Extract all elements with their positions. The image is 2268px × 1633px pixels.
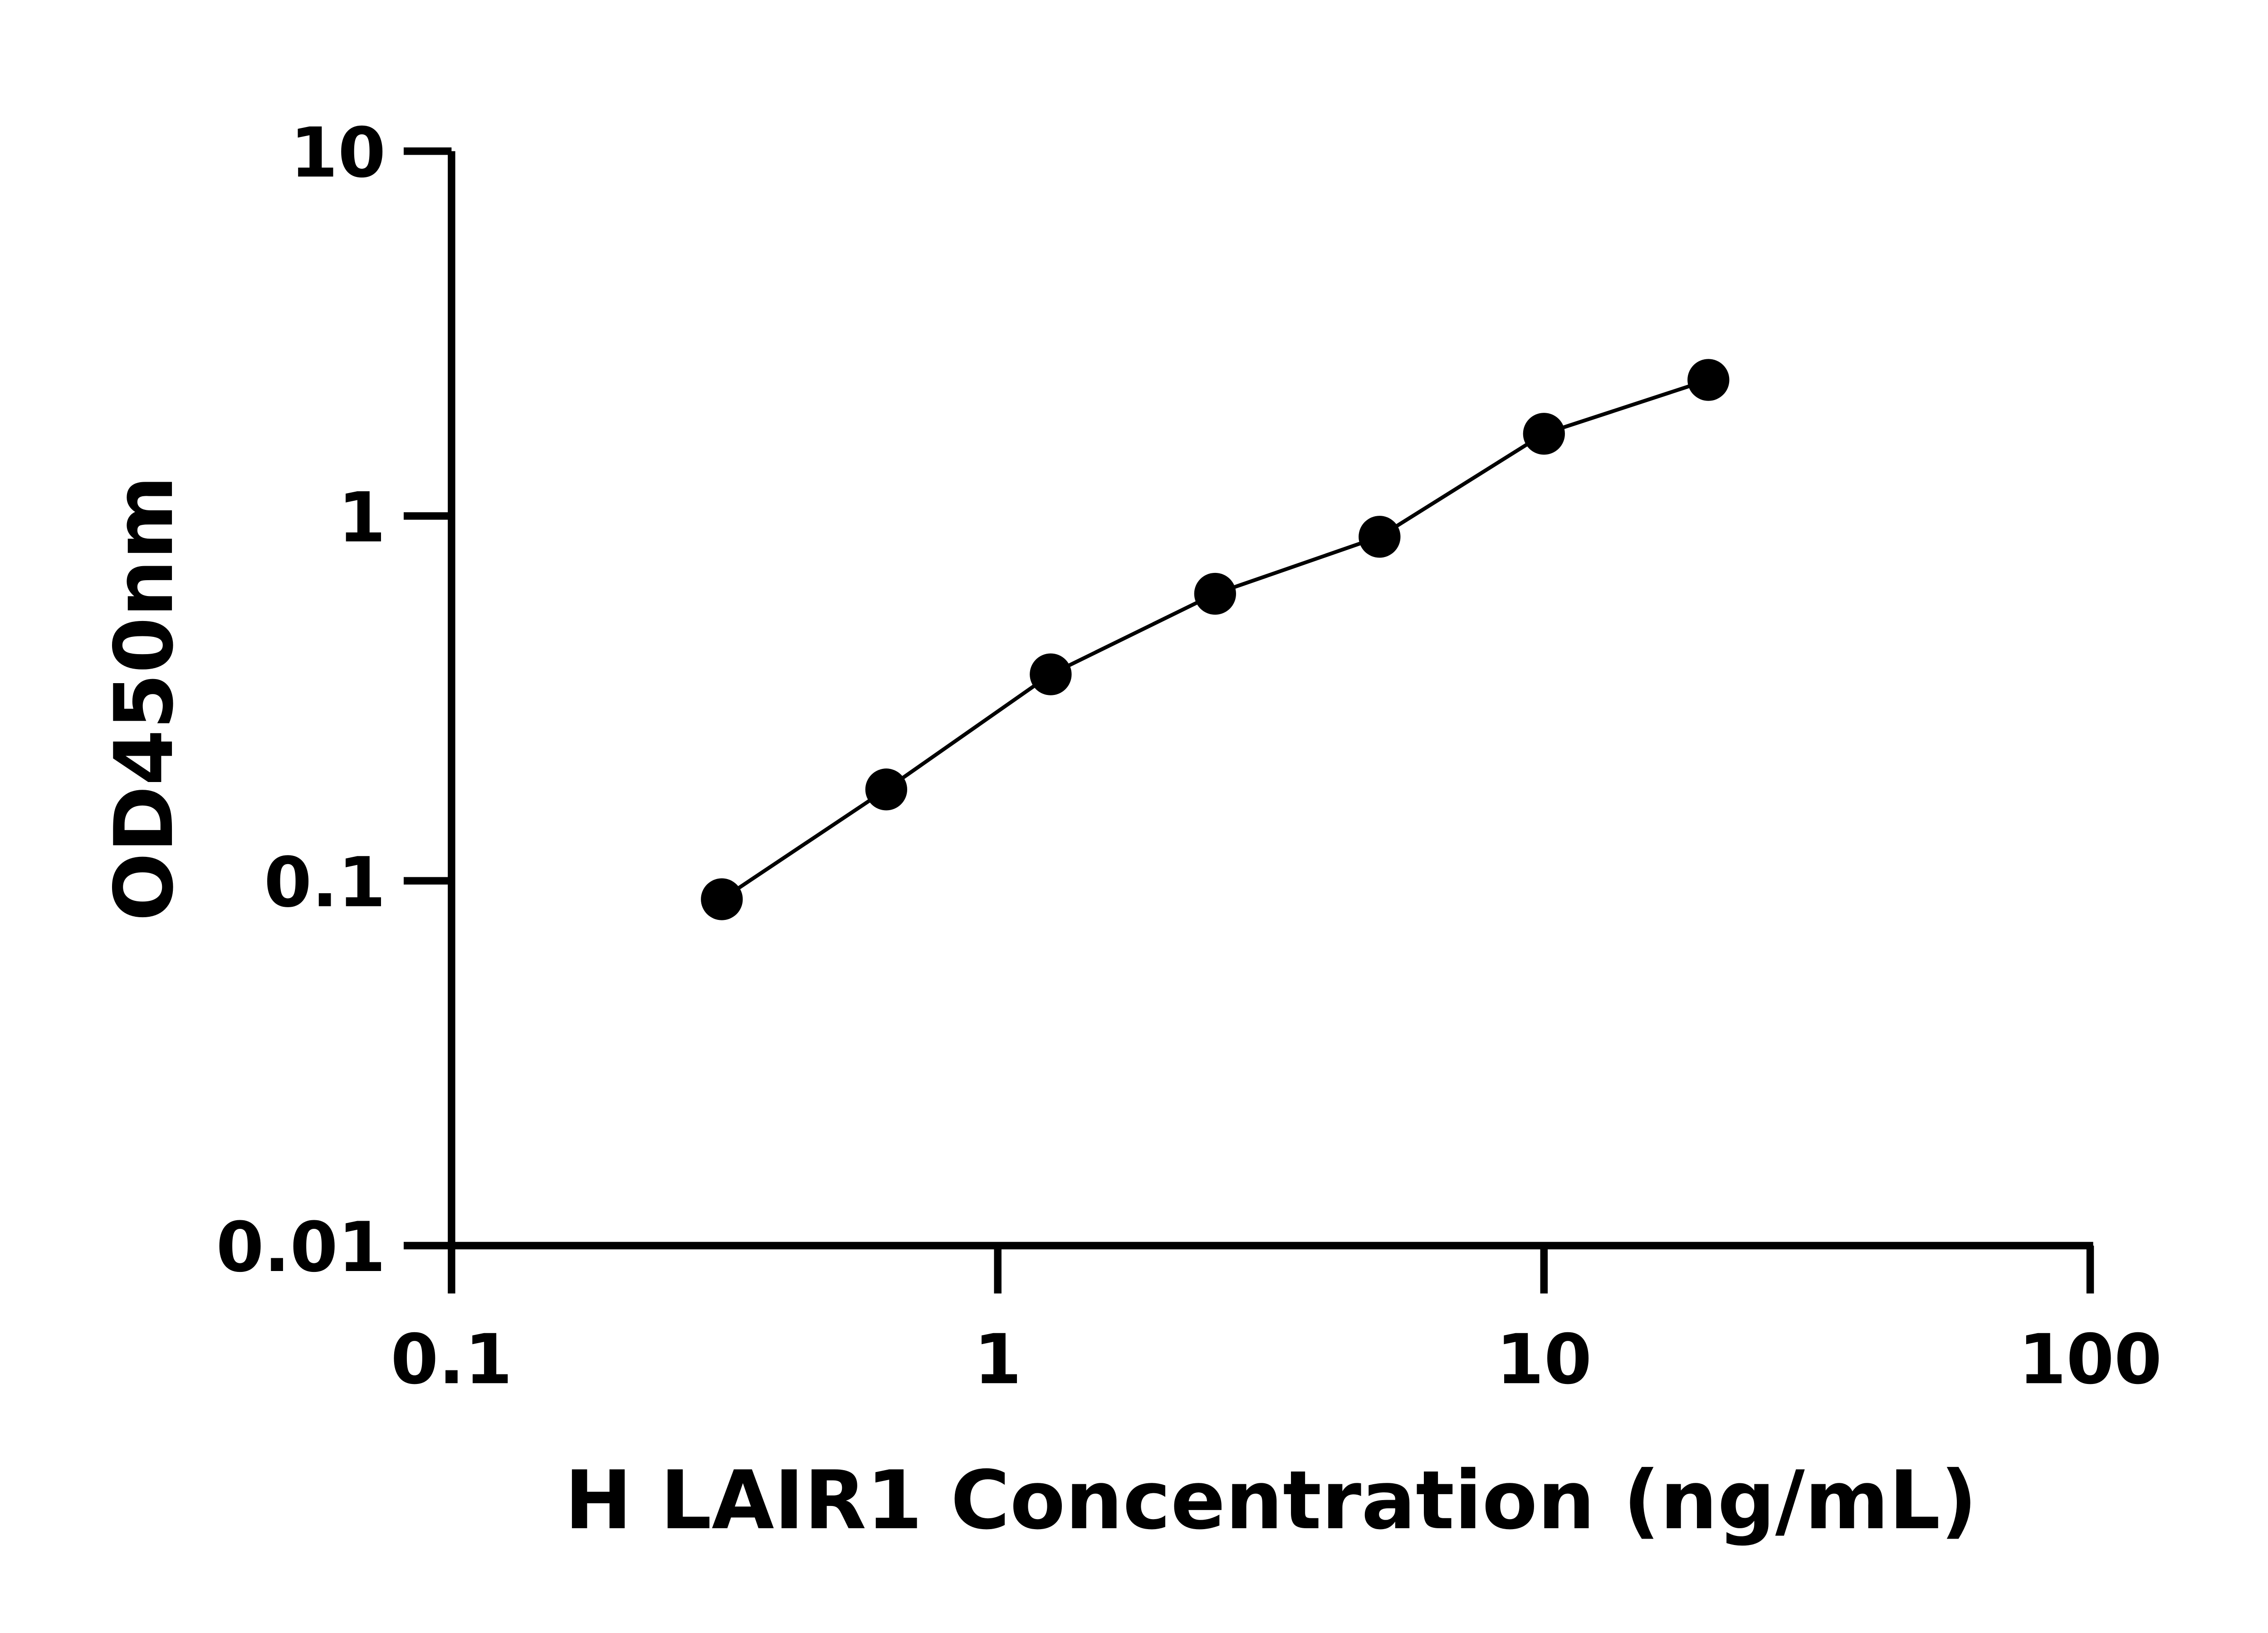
data-point (1523, 413, 1565, 455)
x-axis-label: H LAIR1 Concentration (ng/mL) (565, 1453, 1977, 1547)
x-tick-label: 100 (2019, 1319, 2162, 1399)
data-point (1359, 516, 1401, 558)
data-point (1194, 572, 1236, 615)
x-tick-label: 10 (1496, 1319, 1592, 1399)
x-tick-label: 0.1 (391, 1319, 513, 1399)
y-tick-label: 0.1 (264, 842, 386, 923)
y-axis-label: OD450nm (97, 475, 191, 921)
data-point (1030, 653, 1072, 695)
y-tick-label: 1 (338, 478, 386, 558)
data-point (865, 768, 907, 811)
data-marks (701, 359, 1730, 920)
y-tick-label: 10 (290, 112, 386, 193)
fit-curve (721, 378, 1709, 901)
x-tick-label: 1 (974, 1319, 1022, 1399)
axes (403, 147, 2094, 1294)
data-point (1687, 359, 1730, 401)
data-point (701, 878, 743, 920)
y-tick-label: 0.01 (216, 1207, 386, 1287)
